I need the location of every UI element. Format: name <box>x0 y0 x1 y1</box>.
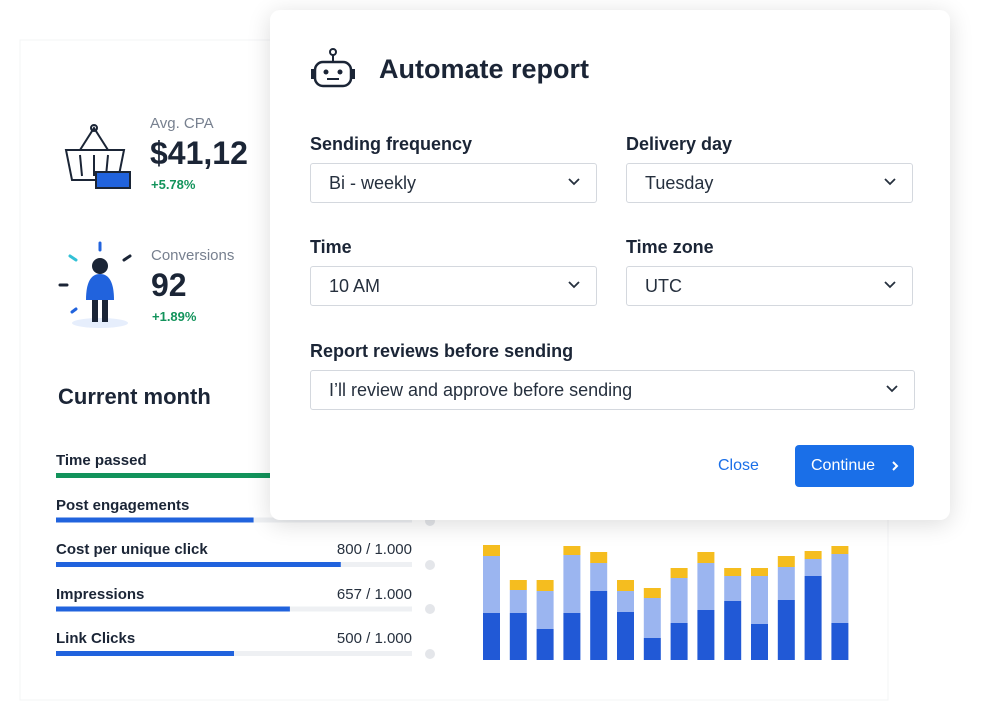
bar-segment <box>777 600 795 660</box>
select[interactable]: I’ll review and approve before sending <box>310 370 915 410</box>
bar-segment <box>536 629 554 660</box>
bar-segment <box>509 580 527 590</box>
bar-segment <box>617 580 634 591</box>
bar-segment <box>724 601 742 660</box>
chevron-down <box>886 385 898 393</box>
chevron-down <box>884 281 896 289</box>
bar-segment <box>563 555 581 613</box>
select-value: Bi - weekly <box>329 173 417 193</box>
bar-segment <box>831 554 849 623</box>
bar-segment <box>724 568 742 576</box>
bar-segment <box>804 576 822 660</box>
progress-label: Time passed <box>56 452 147 469</box>
bar-segment <box>617 591 634 612</box>
bar-segment <box>724 576 742 601</box>
stat-value: $41,12 <box>150 135 248 171</box>
bar-segment <box>697 552 715 563</box>
select-value: 10 AM <box>329 276 381 296</box>
select-value: UTC <box>645 276 682 296</box>
progress-label: Cost per unique click <box>56 541 208 558</box>
bar-segment <box>643 638 661 660</box>
bar-segment <box>777 556 795 567</box>
bar-segment <box>563 546 581 555</box>
progress-value: 800 / 1.000 <box>336 541 412 558</box>
select[interactable]: Tuesday <box>626 163 913 203</box>
bar-segment <box>804 559 822 576</box>
bar-segment <box>751 568 768 576</box>
progress-label: Impressions <box>56 585 145 603</box>
bar-segment <box>777 567 795 600</box>
robot-icon <box>311 48 355 88</box>
bar-segment <box>483 613 500 660</box>
bar-segment <box>831 546 849 554</box>
progress-value: 657 / 1.000 <box>336 585 412 603</box>
chevron-down <box>568 178 580 186</box>
bar-segment <box>670 623 688 660</box>
modal-title: Automate report <box>379 54 590 84</box>
progress-fill <box>56 517 254 523</box>
section-title: Current month <box>58 384 211 409</box>
bar-segment <box>617 612 634 660</box>
chevron <box>892 461 899 471</box>
bar-segment <box>831 623 849 660</box>
bar-segment <box>697 563 715 610</box>
close-button[interactable]: Close <box>718 457 759 474</box>
select[interactable]: 10 AM <box>310 266 597 306</box>
bar-segment <box>751 624 768 660</box>
bar-segment <box>483 545 500 556</box>
bar-segment <box>509 590 527 613</box>
bar-segment <box>563 613 581 660</box>
field-label: Report reviews before sending <box>310 341 574 361</box>
stat-label: Avg. CPA <box>150 115 214 132</box>
progress-label: Post engagements <box>56 496 190 514</box>
bar-segment <box>697 610 715 660</box>
bar-segment <box>804 551 822 559</box>
continue-label: Continue <box>811 457 876 474</box>
chevron-down <box>884 178 896 186</box>
bar-segment <box>509 613 527 660</box>
select-value: Tuesday <box>645 173 714 193</box>
stat-value: 92 <box>151 267 187 303</box>
progress-fill <box>56 473 327 478</box>
bar-segment <box>590 591 608 660</box>
bar-segment <box>483 556 500 613</box>
bar-segment <box>670 568 688 578</box>
basket-icon <box>64 124 131 189</box>
select-value: I’ll review and approve before sending <box>329 380 633 400</box>
field-label: Time zone <box>626 237 714 257</box>
progress-fill <box>56 606 290 612</box>
stat-label: Conversions <box>151 247 235 264</box>
progress-value: 500 / 1.000 <box>336 630 412 647</box>
select[interactable]: Bi - weekly <box>310 163 597 203</box>
progress-fill <box>56 562 341 567</box>
bar-segment <box>670 578 688 623</box>
bar-segment <box>536 580 554 591</box>
bar-segment <box>536 591 554 629</box>
modal: Automate report Sending frequency Bi - we… <box>270 10 950 520</box>
field-label: Delivery day <box>626 134 733 154</box>
bar-segment <box>643 588 661 598</box>
bar-segment <box>643 598 661 638</box>
chevron-down <box>568 281 580 289</box>
bar-segment <box>751 576 768 624</box>
continue-button[interactable]: Continue <box>795 445 914 487</box>
bar-segment <box>590 552 608 563</box>
bar-segment <box>590 563 608 591</box>
field-label: Time <box>310 237 352 257</box>
select[interactable]: UTC <box>626 266 913 306</box>
field-label: Sending frequency <box>310 134 473 154</box>
stat-change: +5.78% <box>151 177 196 192</box>
progress-fill <box>56 651 234 656</box>
stat-change: +1.89% <box>152 309 197 324</box>
progress-label: Link Clicks <box>56 630 136 647</box>
person-icon <box>58 241 132 328</box>
